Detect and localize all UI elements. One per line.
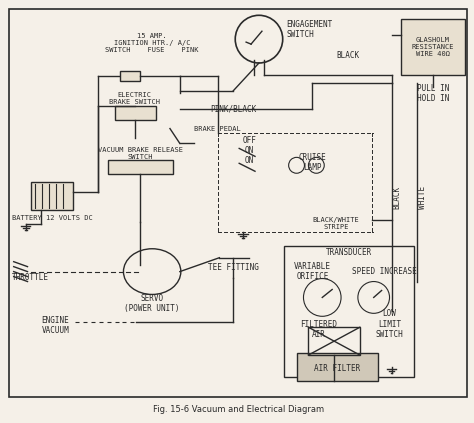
Text: 15 AMP.
IGNITION HTR./ A/C
SWITCH    FUSE    PINK: 15 AMP. IGNITION HTR./ A/C SWITCH FUSE P…	[105, 33, 199, 53]
Text: BLACK/WHITE
STRIPE: BLACK/WHITE STRIPE	[313, 217, 359, 231]
Text: GLASHOLM
RESISTANCE
WIRE 40Ω: GLASHOLM RESISTANCE WIRE 40Ω	[412, 37, 454, 57]
Text: SPEED INCREASE: SPEED INCREASE	[352, 267, 417, 276]
Text: THROTTLE: THROTTLE	[12, 273, 49, 282]
Text: BLACK: BLACK	[392, 186, 401, 209]
Text: OFF
ON
ON: OFF ON ON	[242, 135, 256, 165]
Text: ENGINE
VACUUM: ENGINE VACUUM	[41, 316, 69, 335]
Text: AIR FILTER: AIR FILTER	[314, 365, 360, 374]
Text: VARIABLE
ORIFICE: VARIABLE ORIFICE	[294, 262, 331, 281]
Text: PULL IN
HOLD IN: PULL IN HOLD IN	[417, 84, 449, 104]
Text: BATTERY 12 VOLTS DC: BATTERY 12 VOLTS DC	[12, 215, 92, 221]
Text: BRAKE PEDAL: BRAKE PEDAL	[194, 126, 240, 132]
Text: BLACK: BLACK	[337, 50, 360, 60]
Bar	[120, 71, 140, 81]
Text: TEE FITTING: TEE FITTING	[208, 263, 259, 272]
Bar	[309, 327, 360, 355]
Bar	[401, 19, 465, 75]
Bar	[297, 353, 378, 381]
Text: FILTERED
AIR: FILTERED AIR	[300, 319, 337, 339]
Text: PINK/BLACK: PINK/BLACK	[210, 104, 256, 113]
Text: VACUUM BRAKE RELEASE
SWITCH: VACUUM BRAKE RELEASE SWITCH	[98, 147, 183, 160]
Bar	[115, 106, 156, 120]
Text: LOW
LIMIT
SWITCH: LOW LIMIT SWITCH	[376, 309, 403, 339]
Text: Fig. 15-6 Vacuum and Electrical Diagram: Fig. 15-6 Vacuum and Electrical Diagram	[153, 405, 324, 414]
Text: SERVO
(POWER UNIT): SERVO (POWER UNIT)	[124, 294, 180, 313]
Text: ENGAGEMENT
SWITCH: ENGAGEMENT SWITCH	[287, 19, 333, 39]
Text: ELECTRIC
BRAKE SWITCH: ELECTRIC BRAKE SWITCH	[109, 92, 160, 105]
Bar	[284, 246, 414, 377]
Bar	[108, 160, 173, 174]
Text: TRANSDUCER: TRANSDUCER	[326, 248, 372, 257]
Text: WHITE: WHITE	[418, 186, 427, 209]
Text: CRUISE
LAMP: CRUISE LAMP	[299, 153, 326, 172]
Bar	[31, 182, 73, 210]
